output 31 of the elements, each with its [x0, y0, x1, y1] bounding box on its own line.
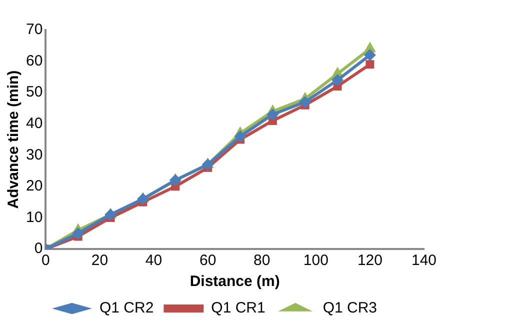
point: [299, 96, 312, 108]
y-axis-title: Advance time (min): [5, 70, 22, 209]
legend-label: Q1 CR3: [322, 300, 378, 317]
x-tick-label: 120: [357, 252, 382, 270]
point: [104, 208, 117, 221]
point: [234, 130, 246, 142]
x-tick-label: 140: [411, 252, 437, 270]
y-tick-label: 50: [26, 84, 43, 101]
y-tick-label: 0: [34, 240, 43, 258]
y-tick-label: 70: [26, 21, 43, 38]
point: [332, 74, 344, 86]
point: [169, 174, 182, 186]
y-tick-label: 60: [26, 52, 43, 70]
x-tick-label: 40: [145, 252, 162, 270]
point: [136, 192, 149, 205]
point: [202, 158, 214, 171]
y-tick-label: 20: [26, 178, 43, 195]
x-tick-label: 100: [303, 252, 328, 270]
point: [364, 49, 376, 62]
x-axis-title: Distance (m): [190, 273, 280, 290]
point: [366, 60, 374, 69]
y-tick-label: 40: [26, 115, 43, 132]
point: [72, 227, 84, 240]
point: [266, 108, 279, 120]
x-tick-label: 60: [199, 252, 216, 270]
legend-label: Q1 CR1: [211, 300, 266, 317]
y-tick-label: 30: [26, 146, 43, 164]
x-tick-label: 80: [254, 252, 270, 270]
legend-label: Q1 CR2: [99, 300, 154, 317]
y-tick-label: 10: [26, 208, 43, 226]
x-tick-label: 20: [91, 252, 108, 270]
